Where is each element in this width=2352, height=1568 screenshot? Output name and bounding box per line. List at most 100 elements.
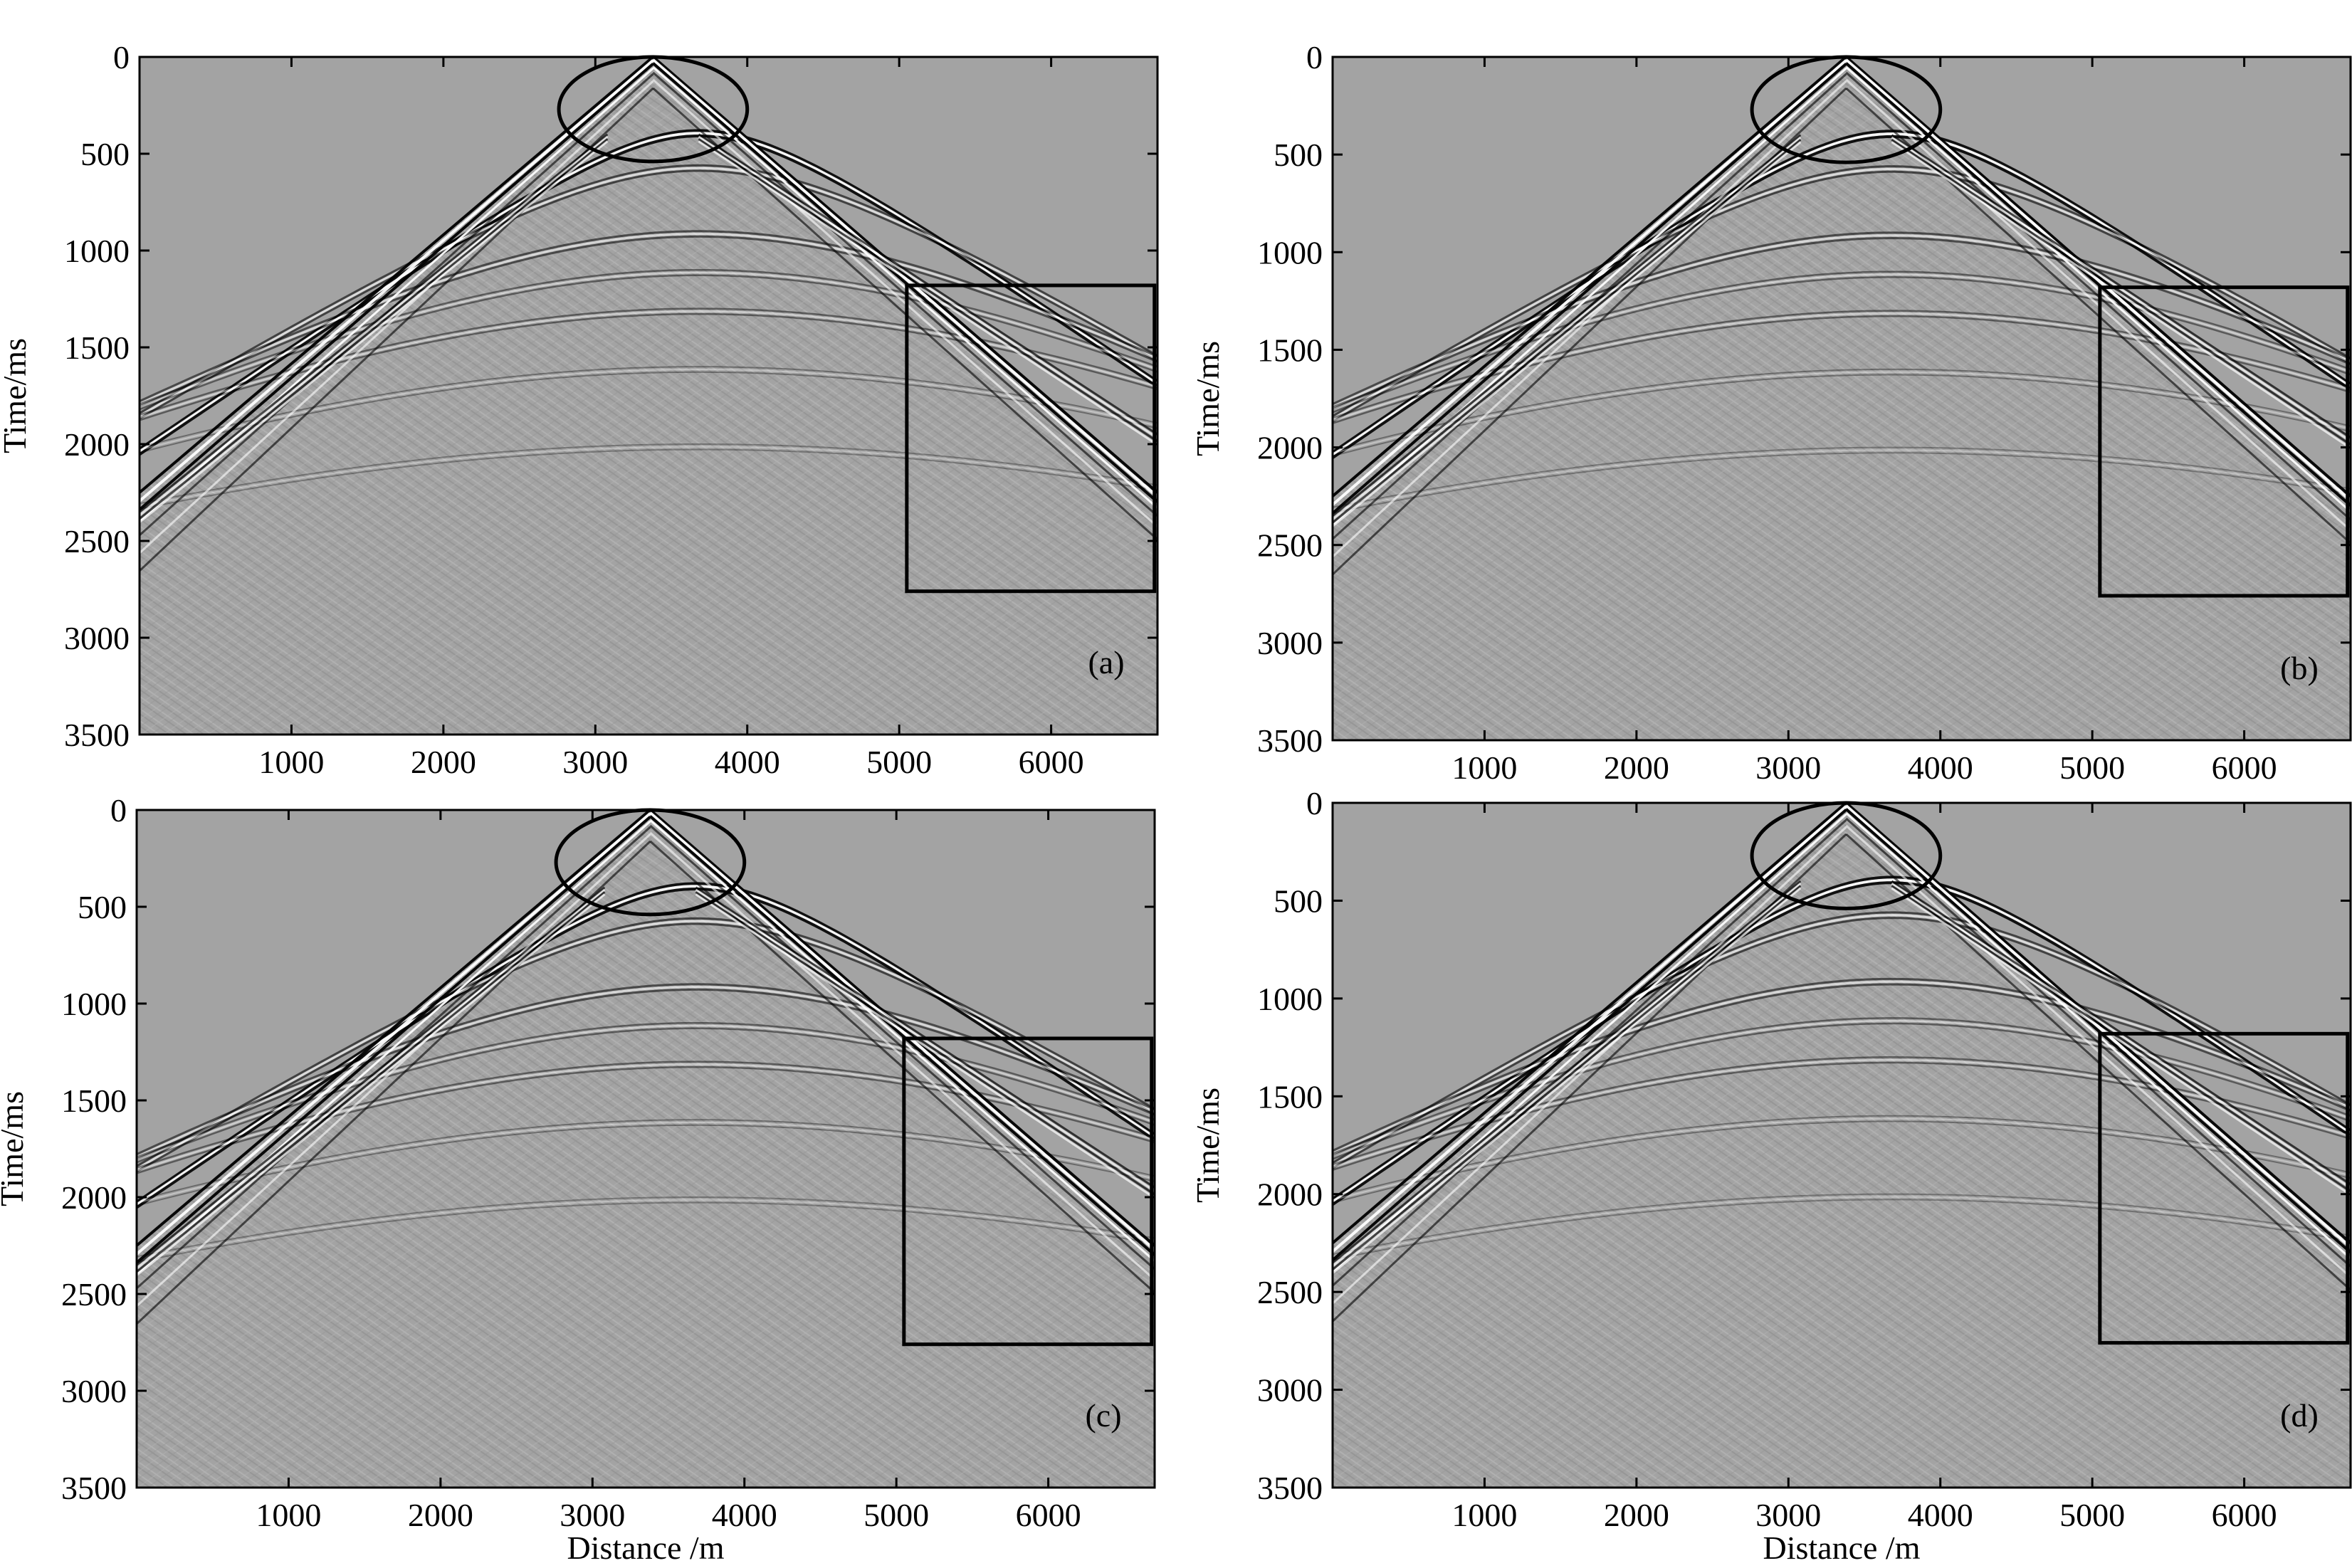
y-tick-label: 3500 <box>1257 1470 1323 1506</box>
reflection-event <box>140 132 1157 453</box>
reflection-event <box>1333 446 2351 508</box>
panels: 0 500 1000 1500 2000 2500 3000 3500 1000 2000 3000… <box>0 39 2352 1566</box>
secondary-event-left <box>137 886 606 1266</box>
y-tick-label: 0 <box>1306 785 1323 821</box>
reflection-event <box>140 167 1157 417</box>
panel-label: (c) <box>1085 1397 1121 1433</box>
reflection-event <box>140 310 1157 419</box>
reflection-event <box>1333 1019 2351 1157</box>
reflection-event <box>1333 977 2351 1152</box>
x-axis-title: Distance /m <box>1763 1530 1921 1566</box>
reflection-event <box>137 922 1155 1173</box>
x-tick-label: 5000 <box>866 744 932 780</box>
secondary-event-right <box>1891 136 2351 443</box>
reflection-event <box>140 233 1157 405</box>
y-tick-label: 500 <box>80 136 130 172</box>
x-tick-label: 2000 <box>408 1497 473 1533</box>
reflection-event <box>1333 1017 2351 1154</box>
reflection-event <box>140 307 1157 416</box>
reflection-event <box>1333 1120 2351 1204</box>
reflection-event <box>1333 1196 2351 1258</box>
reflection-event <box>1333 273 2351 411</box>
x-tick-label: 5000 <box>2059 1497 2125 1533</box>
reflection-event <box>137 885 1155 1206</box>
y-tick-label: 500 <box>1274 137 1323 173</box>
x-tick-label: 2000 <box>411 744 476 780</box>
reflection-event <box>1333 135 2351 459</box>
secondary-event-right <box>1891 139 2351 446</box>
highlight-ellipse <box>1750 801 1943 910</box>
y-tick-label: 0 <box>110 792 127 828</box>
x-tick-label: 3000 <box>1755 1497 1821 1533</box>
panel-3: 0 500 1000 1500 2000 2500 3000 3500 1000 2000 3000… <box>0 792 1156 1566</box>
reflection-event <box>1333 312 2351 422</box>
x-axis-title: Distance /m <box>567 1530 725 1566</box>
secondary-event-left <box>140 133 609 513</box>
first-arrival-left <box>1333 826 1847 1305</box>
y-tick-label: 1500 <box>61 1083 127 1119</box>
reflection-event <box>1333 914 2351 1167</box>
reflection-event <box>140 448 1157 510</box>
y-axis-title: Time/ms <box>0 338 33 453</box>
y-tick-label: 2500 <box>1257 527 1323 564</box>
secondary-event-left <box>1333 134 1802 517</box>
y-tick-label: 2500 <box>64 523 130 559</box>
reflection-event <box>140 164 1157 414</box>
reflection-event <box>1333 1115 2351 1199</box>
secondary-event-right <box>1891 882 2351 1189</box>
first-arrival-left <box>1333 59 1847 506</box>
y-tick-label: 3000 <box>64 620 130 656</box>
secondary-event-left <box>140 140 609 524</box>
x-tick-label: 1000 <box>258 744 324 780</box>
secondary-event-left <box>1333 887 1802 1274</box>
reflection-event <box>137 920 1155 1170</box>
reflection-event <box>140 446 1157 507</box>
first-arrival-left <box>140 63 654 511</box>
reflection-event <box>140 443 1157 505</box>
x-tick-label: 3000 <box>562 744 628 780</box>
y-tick-label: 1500 <box>1257 332 1323 368</box>
y-tick-label: 3500 <box>61 1470 127 1506</box>
reflection-event <box>1333 236 2351 411</box>
secondary-event-left <box>1333 885 1802 1270</box>
highlight-ellipse <box>1750 55 1943 164</box>
secondary-event-right <box>698 135 1157 439</box>
reflection-event <box>1333 449 2351 511</box>
first-arrival-left <box>1333 805 1847 1253</box>
highlight-rectangle <box>2098 1031 2350 1345</box>
reflection-event <box>1333 270 2351 408</box>
panel-1: 0 500 1000 1500 2000 2500 3000 3500 1000 2000 3000… <box>0 39 1159 780</box>
y-tick-label: 2000 <box>64 426 130 463</box>
x-tick-label: 6000 <box>1019 744 1084 780</box>
reflection-event <box>137 1199 1155 1261</box>
secondary-event-left <box>1333 883 1802 1268</box>
reflection-event <box>140 134 1157 456</box>
y-tick-label: 3000 <box>61 1373 127 1409</box>
x-tick-label: 4000 <box>712 1497 777 1533</box>
x-tick-label: 2000 <box>1604 1497 1669 1533</box>
y-tick-label: 2500 <box>61 1276 127 1312</box>
panel-label: (a) <box>1088 644 1124 680</box>
reflection-event <box>1333 374 2351 457</box>
highlight-ellipse <box>557 55 750 164</box>
reflection-event <box>137 1196 1155 1258</box>
reflection-event <box>140 271 1157 408</box>
y-tick-label: 2000 <box>61 1179 127 1216</box>
first-arrival-left <box>140 59 654 503</box>
reflection-event <box>140 371 1157 453</box>
reflection-event <box>137 1201 1155 1263</box>
reflection-event <box>140 366 1157 448</box>
seismic-data <box>1333 803 2351 1488</box>
y-tick-label: 1000 <box>61 986 127 1022</box>
x-tick-label: 5000 <box>2059 749 2125 786</box>
x-tick-label: 5000 <box>863 1497 929 1533</box>
reflection-event <box>137 887 1155 1209</box>
secondary-event-left <box>137 893 606 1277</box>
reflection-event <box>137 988 1155 1161</box>
first-arrival-left <box>1333 63 1847 515</box>
x-tick-label: 1000 <box>1451 749 1517 786</box>
y-tick-label: 2500 <box>1257 1274 1323 1310</box>
y-tick-label: 3500 <box>1257 722 1323 759</box>
first-arrival-left <box>1333 80 1847 558</box>
